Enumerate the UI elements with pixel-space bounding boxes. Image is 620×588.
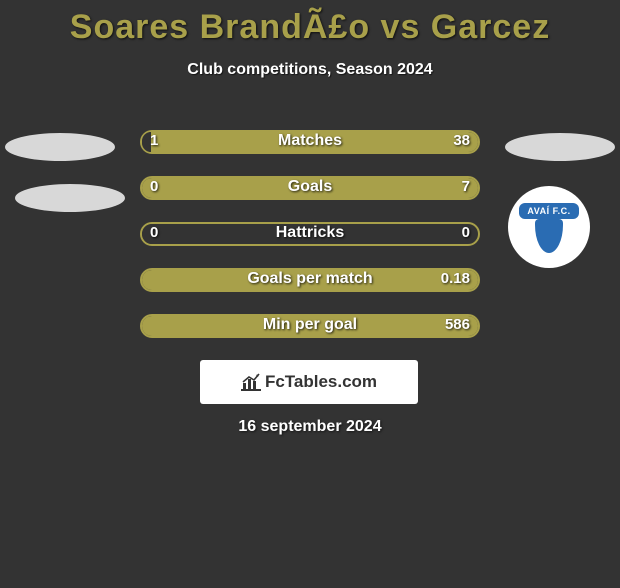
stat-row: Min per goal586 bbox=[0, 304, 620, 350]
stat-bar-left-fill bbox=[142, 224, 310, 244]
stat-value-left: 0 bbox=[150, 224, 158, 241]
stat-bar-right-fill bbox=[142, 178, 478, 198]
subtitle: Club competitions, Season 2024 bbox=[0, 61, 620, 79]
stat-row: Goals per match0.18 bbox=[0, 258, 620, 304]
stat-value-right: 38 bbox=[453, 132, 470, 149]
stat-value-right: 7 bbox=[462, 178, 470, 195]
stat-value-right: 586 bbox=[445, 316, 470, 333]
stat-value-left: 0 bbox=[150, 178, 158, 195]
stat-bar bbox=[140, 268, 480, 292]
stat-bar bbox=[140, 314, 480, 338]
date-text: 16 september 2024 bbox=[0, 418, 620, 436]
stat-value-left: 1 bbox=[150, 132, 158, 149]
stat-row: Goals07 bbox=[0, 166, 620, 212]
stat-bar-right-fill bbox=[142, 316, 478, 336]
stats-area: Matches138Goals07Hattricks00Goals per ma… bbox=[0, 120, 620, 350]
brand-box[interactable]: FcTables.com bbox=[200, 360, 418, 404]
page-title: Soares BrandÃ£o vs Garcez bbox=[0, 8, 620, 47]
stat-bar-right-fill bbox=[151, 132, 478, 152]
stat-bar-right-fill bbox=[142, 270, 478, 290]
stat-row: Hattricks00 bbox=[0, 212, 620, 258]
stat-bar bbox=[140, 176, 480, 200]
stat-value-right: 0.18 bbox=[441, 270, 470, 287]
brand-chart-icon bbox=[241, 373, 261, 391]
stat-value-right: 0 bbox=[462, 224, 470, 241]
brand-text: FcTables.com bbox=[265, 372, 377, 392]
stat-row: Matches138 bbox=[0, 120, 620, 166]
stat-bar bbox=[140, 130, 480, 154]
stat-bar bbox=[140, 222, 480, 246]
